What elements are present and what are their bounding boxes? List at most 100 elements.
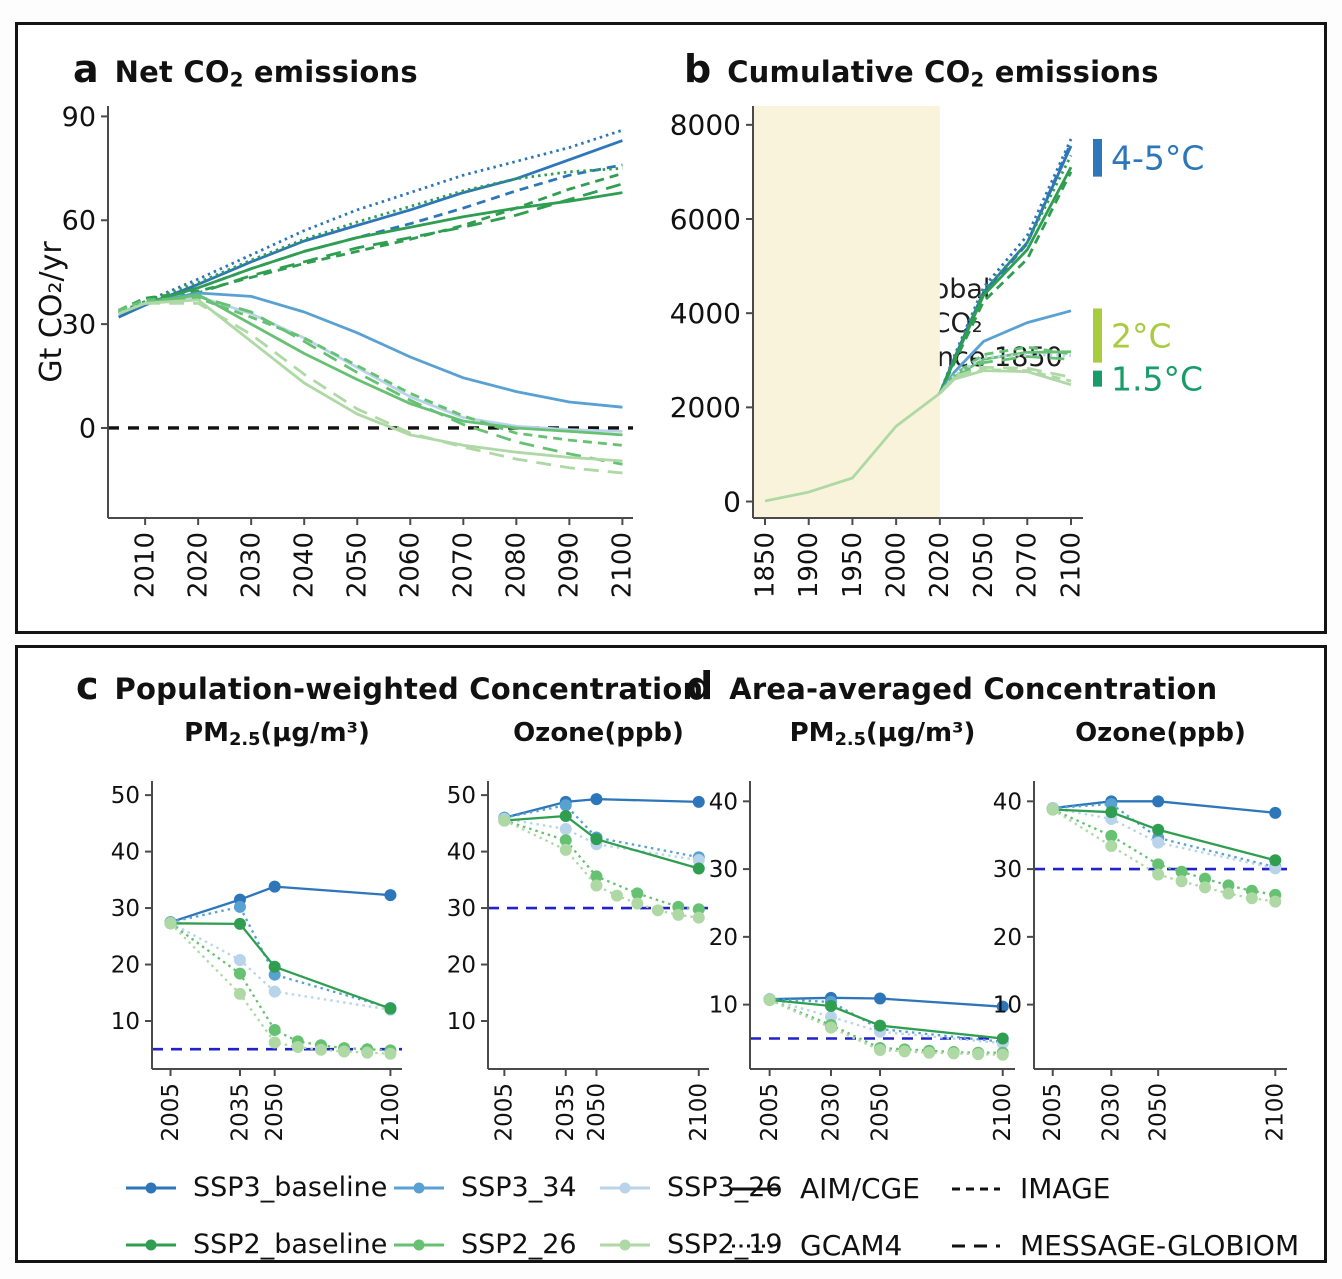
legend-item-aim-cge: AIM/CGE [730, 1172, 950, 1205]
data-point [631, 887, 644, 900]
y-tick-label: 50 [447, 783, 476, 809]
y-tick-label: 10 [993, 993, 1022, 1019]
data-point [824, 1021, 837, 1034]
data-point [268, 1036, 281, 1049]
y-tick-label: 6000 [670, 203, 741, 236]
data-point [1152, 823, 1165, 836]
data-point [361, 1046, 374, 1059]
data-point [692, 862, 705, 875]
series-SSP3_baseline [170, 885, 391, 924]
x-tick-label: 2005 [492, 1083, 518, 1142]
x-tick-label: 2050 [1146, 1083, 1172, 1142]
x-tick-label: 2005 [158, 1083, 184, 1142]
series-historical-historical [764, 392, 941, 503]
y-tick-label: 10 [709, 993, 738, 1019]
markers-SSP3_baseline [164, 880, 397, 929]
y-tick-label: 30 [709, 857, 738, 883]
legend-swatch-ssp2-26 [394, 1239, 444, 1250]
temperature-label: 1.5°C [1111, 360, 1203, 399]
series-SSP2_baseline [1052, 808, 1276, 862]
temperature-label: 2°C [1111, 316, 1172, 355]
series-SSP2_baseline-IMAGE [938, 171, 1073, 394]
historical-shaded-region [753, 106, 940, 518]
data-point [1175, 865, 1188, 878]
legend-swatch-image [952, 1187, 1000, 1190]
y-tick-label: 10 [447, 1009, 476, 1035]
legend-item-message-globiom: MESSAGE-GLOBIOM [950, 1229, 1299, 1262]
data-point [1105, 806, 1118, 819]
y-tick-label: 20 [993, 925, 1022, 951]
markers-SSP2_19 [1046, 803, 1282, 908]
series-SSP3_baseline-AIM/CGE [118, 139, 623, 319]
data-point [233, 900, 246, 913]
legend-label: SSP2_26 [461, 1229, 577, 1260]
axes-c_ozone: 10 20 30 40 50 2005 2035 2050 2100 [447, 781, 712, 1142]
data-point [268, 1024, 281, 1037]
x-tick-label: 2070 [1013, 532, 1043, 598]
series-SSP2_baseline-GCAM4 [118, 166, 623, 314]
data-point [1199, 872, 1212, 885]
legend-swatch-ssp3-26 [600, 1182, 650, 1193]
subplot-title-c-pm25: PM2.5(µg/m³) [184, 718, 370, 750]
series-SSP2_baseline-GCAM4 [938, 154, 1073, 394]
series-SSP2_19-IMAGE [938, 368, 1072, 395]
x-tick-label: 2100 [990, 1083, 1016, 1142]
data-point [233, 967, 246, 980]
x-tick-label: 2030 [237, 532, 267, 598]
chart-b: 0 2000 4000 6000 8000 1850 1900 1950 2000 2020 205… [670, 106, 1204, 598]
panel-a-title: a Net CO2 emissions [73, 47, 418, 91]
data-point [590, 833, 603, 846]
legend-swatch-ssp3-baseline [126, 1182, 176, 1193]
y-tick-label: 50 [111, 783, 140, 809]
chart-a: 0 30 60 90 2010 2020 2030 2040 2050 2060 2070 2080 2… [34, 102, 638, 598]
markers-SSP2_19 [164, 917, 397, 1060]
series-SSP2_26-MESSAGE-GLOBIOM [144, 295, 623, 466]
data-point [268, 880, 281, 893]
data-point [1152, 868, 1165, 881]
model-legend: AIM/CGE IMAGE GCAM4 MESSAGE-GLOBIOM [730, 1172, 1299, 1262]
data-point [384, 889, 397, 902]
y-tick-label: 20 [447, 953, 476, 979]
data-point [1199, 881, 1212, 894]
series-SSP2_19-AIM/CGE [118, 298, 623, 463]
series-SSP2_26-AIM/CGE [118, 293, 623, 437]
x-tick-label: 2050 [867, 1083, 893, 1142]
legend-label: GCAM4 [800, 1229, 903, 1262]
data-point [874, 1044, 887, 1057]
data-point [874, 1019, 887, 1032]
data-point [631, 897, 644, 910]
temperature-bar [1093, 138, 1102, 177]
data-point [692, 854, 705, 867]
y-tick-label: 4000 [670, 297, 741, 330]
series-SSP2_baseline [504, 814, 700, 870]
data-point [268, 985, 281, 998]
legend-item-ssp3-baseline: SSP3_baseline [123, 1172, 391, 1203]
series-SSP2_26-IMAGE [938, 345, 1072, 395]
series-SSP3_26 [169, 921, 391, 1011]
swatch-dot [413, 1182, 425, 1193]
y-tick-label: 40 [709, 789, 738, 815]
x-tick-label: 2030 [1099, 1083, 1125, 1142]
data-point [651, 904, 664, 917]
data-point [559, 834, 572, 847]
swatch-dot [145, 1182, 157, 1193]
markers-SSP2_baseline [164, 917, 397, 1015]
legend-label: SSP2_baseline [193, 1229, 388, 1260]
x-tick-label: 2010 [130, 532, 160, 598]
data-point [384, 1047, 397, 1060]
x-tick-label: 2035 [553, 1083, 579, 1142]
data-point [1175, 875, 1188, 888]
x-tick-label: 2040 [290, 532, 320, 598]
data-point [996, 1048, 1009, 1061]
legend-item-image: IMAGE [950, 1172, 1299, 1205]
series-SSP3_34-AIM/CGE [118, 291, 623, 409]
series-SSP2_19-MESSAGE-GLOBIOM [938, 365, 1072, 395]
data-point [233, 954, 246, 967]
data-point [164, 917, 177, 930]
legend-swatch-ssp2-baseline [126, 1239, 176, 1250]
markers-SSP2_baseline [1046, 803, 1282, 867]
temperature-bar [1093, 308, 1102, 363]
x-tick-label: 2000 [881, 532, 911, 598]
